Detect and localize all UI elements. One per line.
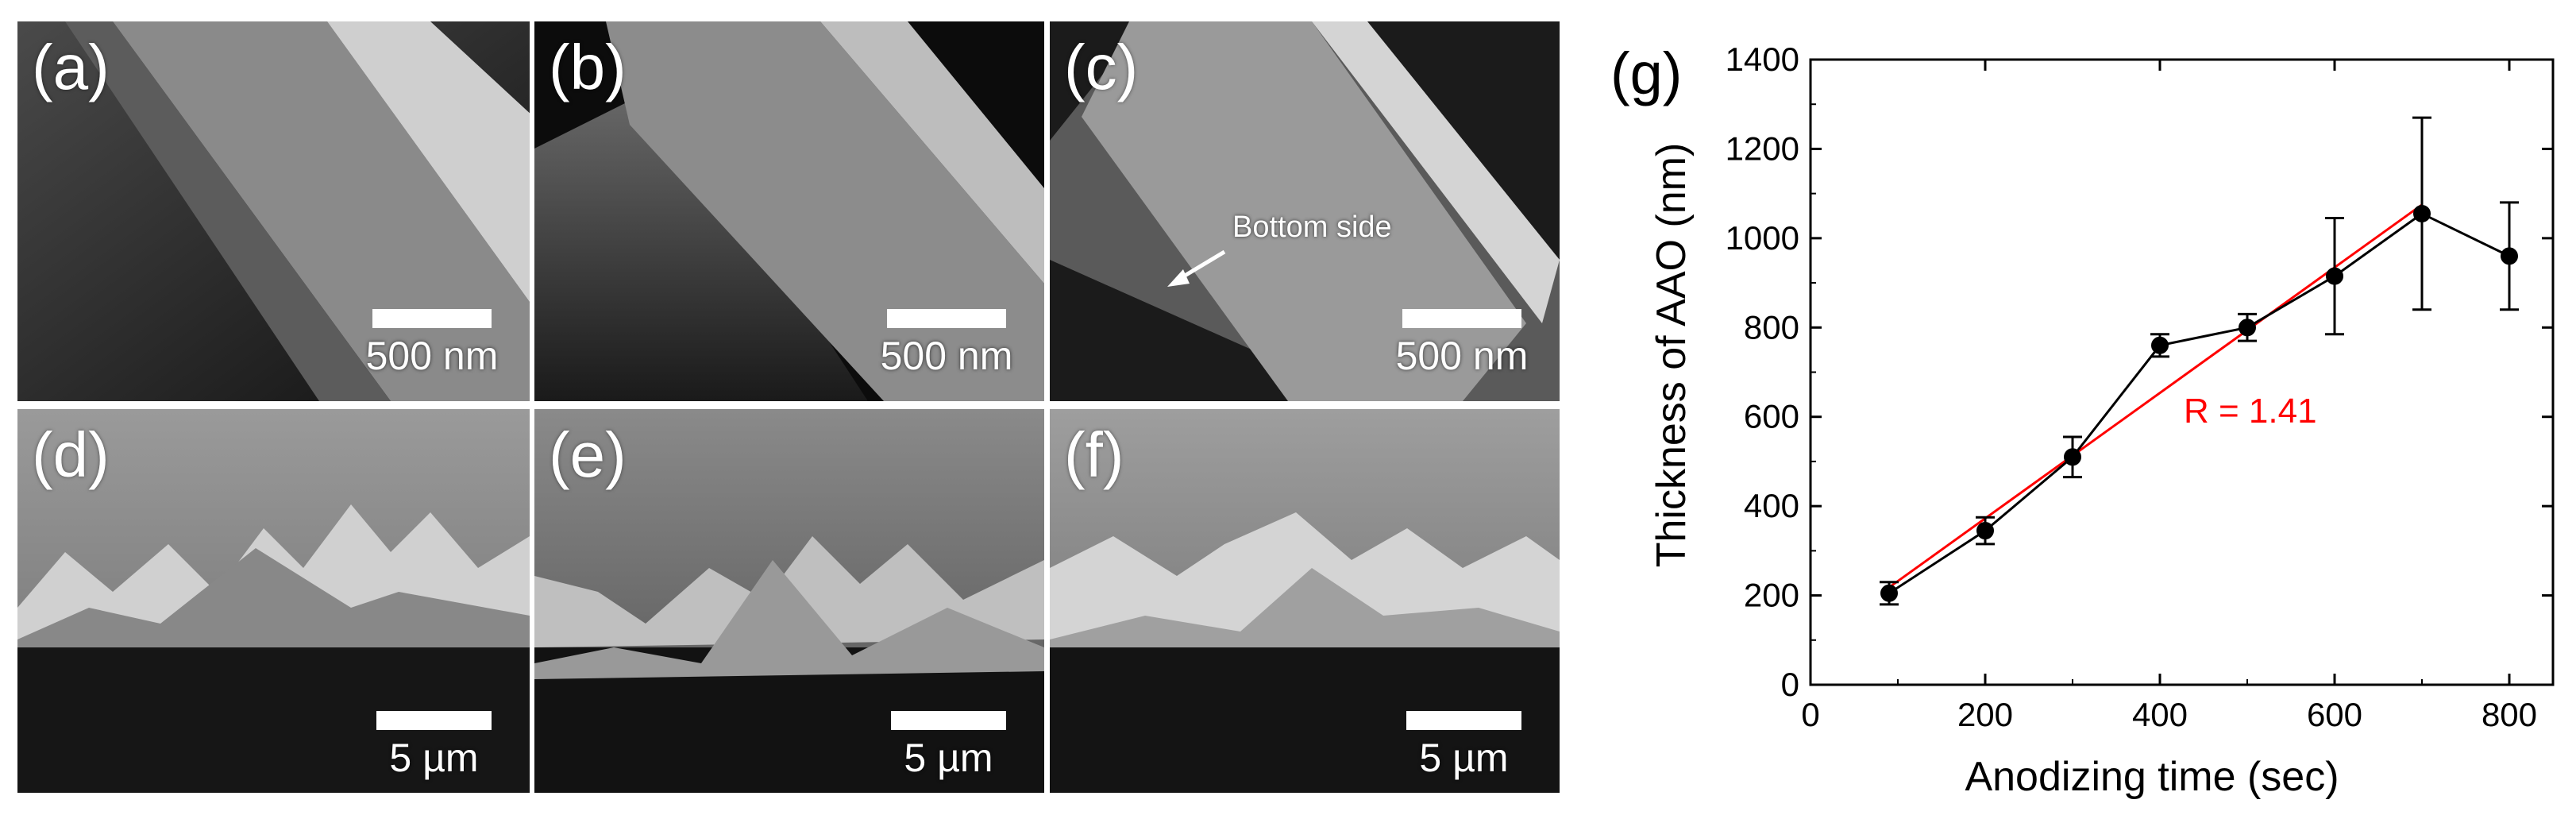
sem-panel-a: (a) 500 nm (17, 21, 530, 401)
scale-bar-label: 5 µm (904, 736, 993, 780)
data-point (2501, 247, 2518, 265)
data-point (1976, 522, 1994, 540)
y-tick-label: 600 (1744, 398, 1799, 435)
y-tick-label: 0 (1781, 666, 1799, 703)
scale-bar (1406, 711, 1521, 730)
scale-bar (376, 711, 492, 730)
panel-label: (e) (549, 419, 627, 490)
sem-image (534, 21, 1044, 401)
y-tick-label: 200 (1744, 577, 1799, 614)
data-point (2064, 448, 2081, 466)
fit-label: R = 1.41 (2184, 392, 2317, 431)
panel-label: (b) (549, 32, 627, 102)
x-tick-label: 0 (1801, 696, 1819, 733)
panel-label: (a) (32, 32, 110, 102)
y-tick-label: 1200 (1726, 129, 1799, 167)
x-tick-label: 600 (2307, 696, 2362, 733)
scale-bar (891, 711, 1006, 730)
x-tick-label: 200 (1957, 696, 2013, 733)
scale-bar-label: 500 nm (365, 334, 499, 378)
scale-bar-label: 5 µm (1419, 736, 1509, 780)
scale-bar (887, 309, 1006, 328)
sem-image (17, 409, 530, 793)
panel-label: (f) (1064, 419, 1124, 490)
panel-label: (c) (1064, 32, 1139, 102)
plot-frame (1809, 58, 2555, 686)
x-tick-label: 400 (2132, 696, 2188, 733)
sem-panel-d: (d) 5 µm (17, 409, 530, 793)
sem-panel-e: (e) 5 µm (534, 409, 1044, 793)
data-point (1880, 584, 1898, 602)
fit-line (1888, 203, 2423, 589)
data-point (2151, 336, 2169, 354)
sem-panel-c: (c) 500 nm Bottom side (1050, 21, 1560, 401)
annotation-arrow (1167, 249, 1226, 287)
scale-bar-label: 500 nm (880, 334, 1013, 378)
data-point (2239, 319, 2256, 337)
scale-bar (372, 309, 492, 328)
sem-panel-f: (f) 5 µm (1050, 409, 1560, 793)
x-axis-label: Anodizing time (sec) (1965, 754, 2339, 800)
panel-label: (d) (32, 419, 110, 490)
y-tick-label: 800 (1744, 308, 1799, 346)
panel-annotation: Bottom side (1232, 211, 1392, 244)
y-axis-label: Thickness of AAO (nm) (1649, 143, 1695, 568)
scale-bar (1402, 309, 1521, 328)
data-point (2326, 267, 2343, 285)
y-tick-label: 1400 (1726, 41, 1799, 78)
y-tick-label: 400 (1744, 487, 1799, 524)
y-tick-label: 1000 (1726, 219, 1799, 257)
sem-image (1050, 21, 1560, 401)
data-line (1888, 212, 2510, 595)
sem-image (17, 21, 530, 401)
chart-panel-label: (g) (1610, 41, 1682, 106)
data-point (2413, 204, 2431, 222)
x-tick-label: 800 (2482, 696, 2537, 733)
sem-panel-b: (b) 500 nm (534, 21, 1044, 401)
thickness-chart: 0 200 400 600 800 0 200 400 600 800 1000 1200 1400 (… (1610, 41, 2555, 800)
scale-bar-label: 5 µm (389, 736, 479, 780)
scale-bar-label: 500 nm (1395, 334, 1529, 378)
